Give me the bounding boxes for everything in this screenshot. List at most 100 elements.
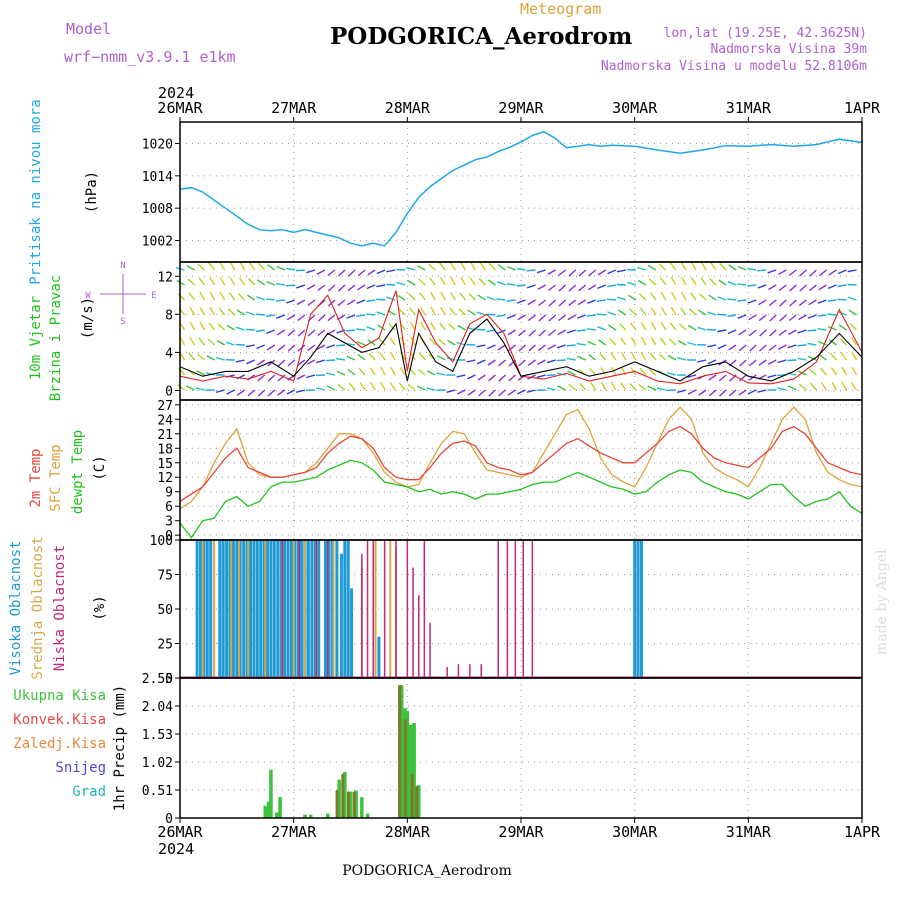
wind-arrow xyxy=(359,382,366,391)
wind-arrow xyxy=(669,322,677,331)
cloud-bar-0 xyxy=(289,540,293,678)
wind-arrow xyxy=(689,308,697,316)
cloud-bar-0 xyxy=(640,540,643,678)
wind-arrow xyxy=(576,342,586,346)
wind-arrow xyxy=(209,306,216,316)
wind-arrow xyxy=(189,321,196,331)
wind-arrow xyxy=(517,389,526,395)
wind-arrow xyxy=(727,281,737,286)
cloud-bar-0 xyxy=(633,540,637,678)
wind-arrow xyxy=(797,344,807,347)
cloud-bar-0 xyxy=(205,540,209,678)
cloud-bar-1 xyxy=(230,540,233,678)
wind-arrow xyxy=(467,309,476,316)
cloud-bar-1 xyxy=(292,540,295,678)
cloud-bar-0 xyxy=(195,540,199,678)
wind-arrow xyxy=(768,344,777,351)
wind-arrow xyxy=(238,277,246,286)
wind-arrow xyxy=(556,372,566,376)
precip-bar-1 xyxy=(403,719,407,818)
wind-axis-label: 10m Vjetar xyxy=(28,296,44,380)
wind-arrow xyxy=(556,359,566,362)
cloud-bar-0 xyxy=(231,540,235,678)
wind-arrow xyxy=(409,307,416,316)
wind-arrow xyxy=(546,359,556,364)
wind-arrow xyxy=(508,344,516,352)
wind-arrow xyxy=(817,328,827,331)
wind-gust-line xyxy=(179,290,863,385)
wind-arrow xyxy=(738,344,747,352)
cloud-bar-0 xyxy=(276,540,280,678)
wind-arrow xyxy=(257,374,266,382)
wind-arrow xyxy=(447,339,456,346)
pressure-unit-label: (hPa) xyxy=(84,171,100,213)
wind-arrow xyxy=(828,269,837,276)
wind-arrow xyxy=(357,354,366,361)
wind-arrow xyxy=(597,326,607,331)
wind-arrow xyxy=(366,284,376,290)
wind-arrow xyxy=(297,314,306,322)
cloud-bar-0 xyxy=(286,540,290,678)
wind-arrow xyxy=(306,284,316,291)
wind-arrow xyxy=(768,299,777,307)
wind-arrow xyxy=(488,262,496,271)
cloud-bar-0 xyxy=(300,540,304,678)
wind-arrow xyxy=(659,337,667,346)
wind-arrow xyxy=(698,389,707,396)
wind-arrow xyxy=(667,355,677,361)
precip-unit-label: 1hr Precip (mm) xyxy=(112,685,128,811)
precip-legend-0: Ukupna Kisa xyxy=(13,688,106,704)
wind-arrow xyxy=(265,298,275,301)
wind-arrow xyxy=(398,382,406,391)
wind-arrow xyxy=(637,279,647,286)
wind-arrow xyxy=(727,314,737,318)
wind-arrow xyxy=(526,284,536,289)
wind-arrow xyxy=(737,283,747,286)
wind-arrow xyxy=(851,351,858,361)
wind-arrow xyxy=(466,359,476,363)
wind-arrow xyxy=(817,314,827,317)
wind-arrow xyxy=(397,294,406,301)
wind-arrow xyxy=(378,338,386,346)
wind-arrow xyxy=(458,308,466,316)
y-tick-label: 8 xyxy=(165,308,173,323)
wind-arrow xyxy=(249,262,256,271)
wind-arrow xyxy=(438,338,446,346)
wind-arrow xyxy=(737,314,747,319)
precip-bar-0 xyxy=(263,805,267,818)
wind-arrow xyxy=(286,389,296,395)
model-elevation-label: Nadmorska Visina u modelu 52.8106m xyxy=(601,59,867,74)
wind-arrow xyxy=(277,359,286,367)
wind-arrow xyxy=(566,357,576,361)
wind-arrow xyxy=(376,269,386,275)
wind-arrow xyxy=(496,314,506,318)
cloud-bar-0 xyxy=(202,540,206,678)
x-tick-label-top: 30MAR xyxy=(612,99,658,117)
wind-arrow xyxy=(697,326,707,331)
low-cloud-axis-label: Niska Oblacnost xyxy=(52,545,68,671)
wind-arrow xyxy=(357,284,366,291)
wind-arrow xyxy=(478,389,486,397)
cloud-bar-1 xyxy=(332,540,335,678)
y-tick-label: 3 xyxy=(165,515,173,530)
wind-arrow xyxy=(787,359,797,362)
x-tick-label-top: 1APR xyxy=(844,99,881,117)
x-tick-label-bottom: 31MAR xyxy=(726,823,772,841)
wind-arrow xyxy=(276,265,286,271)
cloud-bar-0 xyxy=(245,540,249,678)
wind-arrow xyxy=(409,321,416,331)
wind-arrow xyxy=(326,372,336,376)
precip-bar-0 xyxy=(274,812,279,818)
wind-arrow xyxy=(177,383,185,391)
wind-arrow xyxy=(226,324,236,331)
wind-arrow xyxy=(737,265,747,271)
wind-arrow xyxy=(797,357,807,361)
cloud-bar-0 xyxy=(636,540,640,678)
wind-arrow xyxy=(598,339,607,346)
wind-arrow xyxy=(207,338,216,346)
wind-arrow xyxy=(437,355,446,361)
cloud-bar-2 xyxy=(412,567,414,678)
wind-arrow xyxy=(306,374,316,379)
cloud-bar-0 xyxy=(279,540,283,678)
wind-arrow xyxy=(399,367,406,376)
